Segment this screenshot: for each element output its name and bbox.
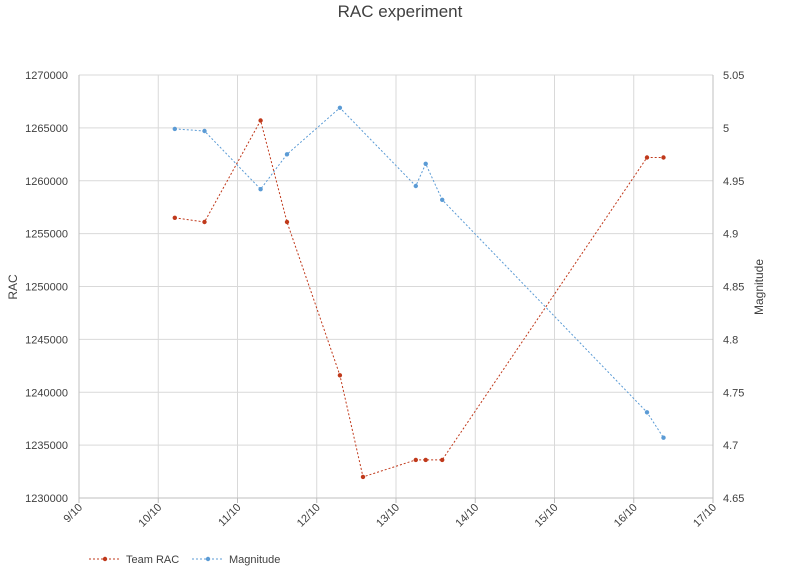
series-line-team-rac — [174, 119, 664, 478]
y2-tick-label: 4.7 — [723, 440, 738, 452]
series-magnitude — [172, 105, 666, 440]
y-tick-label: 1250000 — [25, 282, 68, 294]
y-tick-label: 1255000 — [25, 229, 68, 241]
y-tick-label: 1235000 — [25, 440, 68, 452]
x-tick-label: 9/10 — [61, 502, 85, 526]
data-point-magnitude — [337, 105, 343, 111]
x-tick-label: 12/10 — [295, 502, 323, 530]
legend-label-team-rac: Team RAC — [126, 554, 179, 566]
y-tick-label: 1240000 — [25, 387, 68, 399]
legend-marker-magnitude — [205, 556, 211, 562]
x-tick-label: 15/10 — [533, 502, 561, 530]
data-point-magnitude — [440, 197, 445, 202]
y2-tick-label: 4.65 — [723, 493, 744, 505]
right-axis-ticks: 4.65 4.7 4.75 4.8 4.85 4.9 4.95 5 5.05 — [723, 70, 744, 505]
x-tick-label: 10/10 — [136, 502, 164, 530]
data-point-magnitude — [413, 183, 418, 189]
data-point-team-rac — [413, 457, 418, 463]
y2-tick-label: 5.05 — [723, 70, 744, 82]
data-point-team-rac — [360, 474, 366, 480]
legend-item-team-rac: Team RAC — [89, 554, 179, 566]
x-tick-label: 13/10 — [374, 502, 402, 530]
legend-label-magnitude: Magnitude — [229, 554, 280, 566]
legend-item-magnitude: Magnitude — [192, 554, 280, 566]
data-point-magnitude — [202, 128, 207, 134]
series-layer — [172, 105, 666, 480]
data-point-magnitude — [423, 161, 428, 166]
y2-tick-label: 4.8 — [723, 334, 738, 346]
data-point-team-rac — [284, 219, 290, 225]
data-point-magnitude — [284, 152, 290, 157]
legend-marker-team-rac — [102, 556, 108, 562]
y2-tick-label: 4.75 — [723, 387, 744, 399]
y2-tick-label: 4.85 — [723, 282, 744, 294]
left-axis-ticks: 1230000 1235000 1240000 1245000 1250000 12550… — [25, 70, 68, 505]
y2-tick-label: 4.9 — [723, 229, 738, 241]
data-point-magnitude — [644, 410, 650, 415]
y-tick-label: 1260000 — [25, 176, 68, 188]
y2-tick-label: 4.95 — [723, 176, 744, 188]
data-point-team-rac — [661, 155, 666, 160]
data-point-team-rac — [440, 457, 445, 463]
legend: Team RAC Magnitude — [89, 554, 280, 566]
series-team-rac — [172, 118, 666, 480]
y-tick-label: 1265000 — [25, 123, 68, 135]
data-point-team-rac — [258, 118, 263, 123]
x-tick-label: 11/10 — [216, 502, 243, 529]
data-point-team-rac — [337, 373, 343, 378]
data-point-magnitude — [172, 126, 177, 132]
data-point-team-rac — [172, 215, 177, 220]
gridlines — [79, 74, 714, 498]
data-point-team-rac — [644, 155, 650, 160]
series-line-magnitude — [174, 107, 664, 438]
y-tick-label: 1245000 — [25, 334, 68, 346]
y-tick-label: 1270000 — [25, 70, 68, 82]
data-point-team-rac — [202, 219, 207, 225]
x-tick-label: 17/10 — [691, 502, 719, 530]
x-tick-label: 14/10 — [453, 502, 481, 530]
x-axis-ticks: 9/10 10/10 11/10 12/10 13/10 14/10 15/10 16/10 1… — [61, 498, 719, 530]
y2-axis-label: Magnitude — [752, 259, 766, 315]
y-axis-label: RAC — [6, 274, 20, 300]
y-tick-label: 1230000 — [25, 493, 68, 505]
data-point-team-rac — [423, 457, 428, 463]
x-tick-label: 16/10 — [612, 502, 640, 530]
data-point-magnitude — [661, 435, 666, 440]
y2-tick-label: 5 — [723, 123, 729, 135]
chart-title: RAC experiment — [338, 2, 463, 21]
data-point-magnitude — [258, 187, 263, 192]
